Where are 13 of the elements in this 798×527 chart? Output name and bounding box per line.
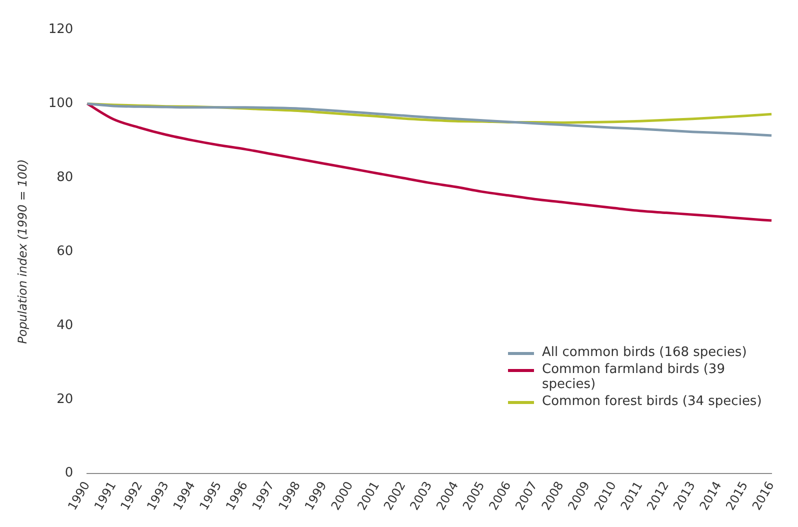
legend-label: Common farmland birds (39 species) — [542, 362, 726, 392]
y-tick-label: 120 — [48, 22, 74, 38]
y-tick-label: 40 — [56, 318, 74, 333]
y-tick-label: 100 — [48, 96, 74, 112]
legend-label: Common forest birds (34 species) — [542, 394, 762, 409]
y-tick-label: 60 — [56, 244, 74, 259]
line-series — [86, 102, 773, 137]
y-tick-label: 20 — [56, 392, 74, 407]
y-tick-label: 80 — [56, 170, 74, 186]
line-series — [86, 102, 773, 222]
y-tick-label: 0 — [64, 466, 74, 481]
y-axis-title: Population index (1990 = 100) — [15, 159, 30, 344]
legend-label: All common birds (168 species) — [542, 345, 747, 360]
